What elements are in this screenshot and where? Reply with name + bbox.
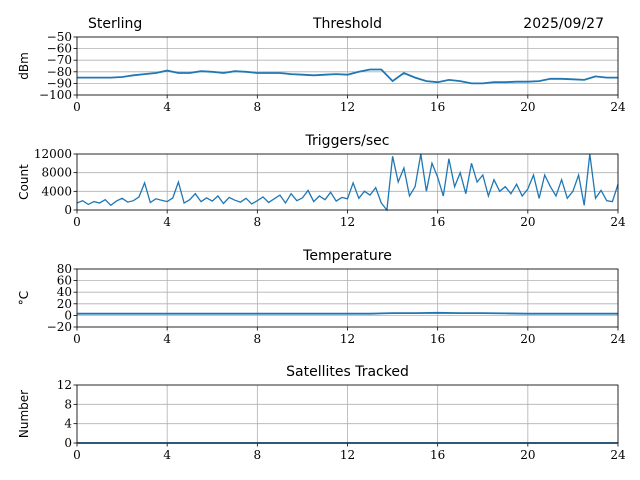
x-tick-label: 16 — [430, 215, 445, 229]
y-tick-label: 12000 — [34, 147, 72, 161]
x-tick-label: 16 — [430, 448, 445, 462]
y-tick-label: 4 — [64, 417, 72, 431]
y-tick-label: 20 — [57, 297, 72, 311]
x-tick-label: 4 — [163, 100, 171, 114]
x-tick-label: 12 — [340, 448, 355, 462]
y-tick-label: 40 — [57, 285, 72, 299]
x-tick-label: 4 — [163, 448, 171, 462]
subplot-satellites-tracked: 0 4 8 12 16 20 24 12 8 4 0 Satellites Tracked Number — [17, 364, 626, 462]
y-tick-label: 0 — [64, 308, 72, 322]
x-tick-label: 20 — [520, 448, 535, 462]
axes-frame — [76, 153, 619, 211]
x-tick-label: 24 — [610, 448, 626, 462]
x-tick-label: 12 — [340, 332, 355, 346]
x-tick-label: 20 — [520, 100, 535, 114]
x-tick-label: 8 — [254, 332, 262, 346]
y-axis-label: Number — [17, 390, 31, 438]
series-line — [76, 153, 619, 212]
y-tick-label: 80 — [57, 262, 72, 276]
x-tick-label: 20 — [520, 332, 535, 346]
x-tick-label: 0 — [73, 100, 81, 114]
y-tick-label: 0 — [64, 203, 72, 217]
y-tick-label: 12 — [57, 378, 72, 392]
axes-frame — [76, 268, 619, 328]
y-tick-label: 0 — [64, 436, 72, 450]
y-tick-label: 8000 — [41, 166, 72, 180]
y-tick-label: −60 — [47, 42, 72, 56]
x-tick-label: 16 — [430, 332, 445, 346]
x-tick-label: 8 — [254, 100, 262, 114]
y-tick-label: −70 — [47, 53, 72, 67]
x-tick-label: 8 — [254, 448, 262, 462]
y-tick-label: −90 — [47, 76, 72, 90]
y-tick-label: 4000 — [41, 184, 72, 198]
subplot-title: Temperature — [302, 248, 392, 264]
axes-frame — [76, 36, 619, 96]
x-tick-label: 0 — [73, 332, 81, 346]
x-tick-label: 20 — [520, 215, 535, 229]
y-axis-label: dBm — [17, 52, 31, 80]
series-line — [77, 311, 618, 315]
station-label: Sterling — [88, 16, 142, 32]
subplot-title: Threshold — [312, 16, 382, 32]
subplot-triggers-sec: 0 4 8 12 16 20 24 12000 8000 4000 0 Triggers/sec Cou… — [17, 133, 626, 229]
x-tick-label: 16 — [430, 100, 445, 114]
x-tick-label: 8 — [254, 215, 262, 229]
y-tick-label: 8 — [64, 397, 72, 411]
x-tick-label: 4 — [163, 332, 171, 346]
x-tick-label: 12 — [340, 215, 355, 229]
y-tick-label: −80 — [47, 65, 72, 79]
y-tick-label: −50 — [47, 30, 72, 44]
date-label: 2025/09/27 — [523, 16, 604, 32]
y-axis-label: °C — [17, 291, 31, 305]
x-tick-label: 0 — [73, 448, 81, 462]
y-tick-label: −100 — [39, 88, 72, 102]
x-tick-label: 24 — [610, 215, 626, 229]
y-tick-label: −20 — [47, 320, 72, 334]
y-tick-label: 60 — [57, 274, 72, 288]
subplot-threshold: 0 4 8 12 16 20 24 −50−60−70−80−90−100 Threshold d… — [17, 16, 626, 114]
x-tick-label: 12 — [340, 100, 355, 114]
axes-frame — [76, 384, 619, 444]
x-tick-label: 0 — [73, 215, 81, 229]
subplot-title: Satellites Tracked — [286, 364, 409, 380]
x-tick-label: 4 — [163, 215, 171, 229]
series-line — [77, 68, 618, 85]
subplot-title: Triggers/sec — [305, 133, 390, 149]
x-tick-label: 24 — [610, 332, 626, 346]
x-tick-label: 24 — [610, 100, 626, 114]
y-axis-label: Count — [17, 164, 31, 200]
